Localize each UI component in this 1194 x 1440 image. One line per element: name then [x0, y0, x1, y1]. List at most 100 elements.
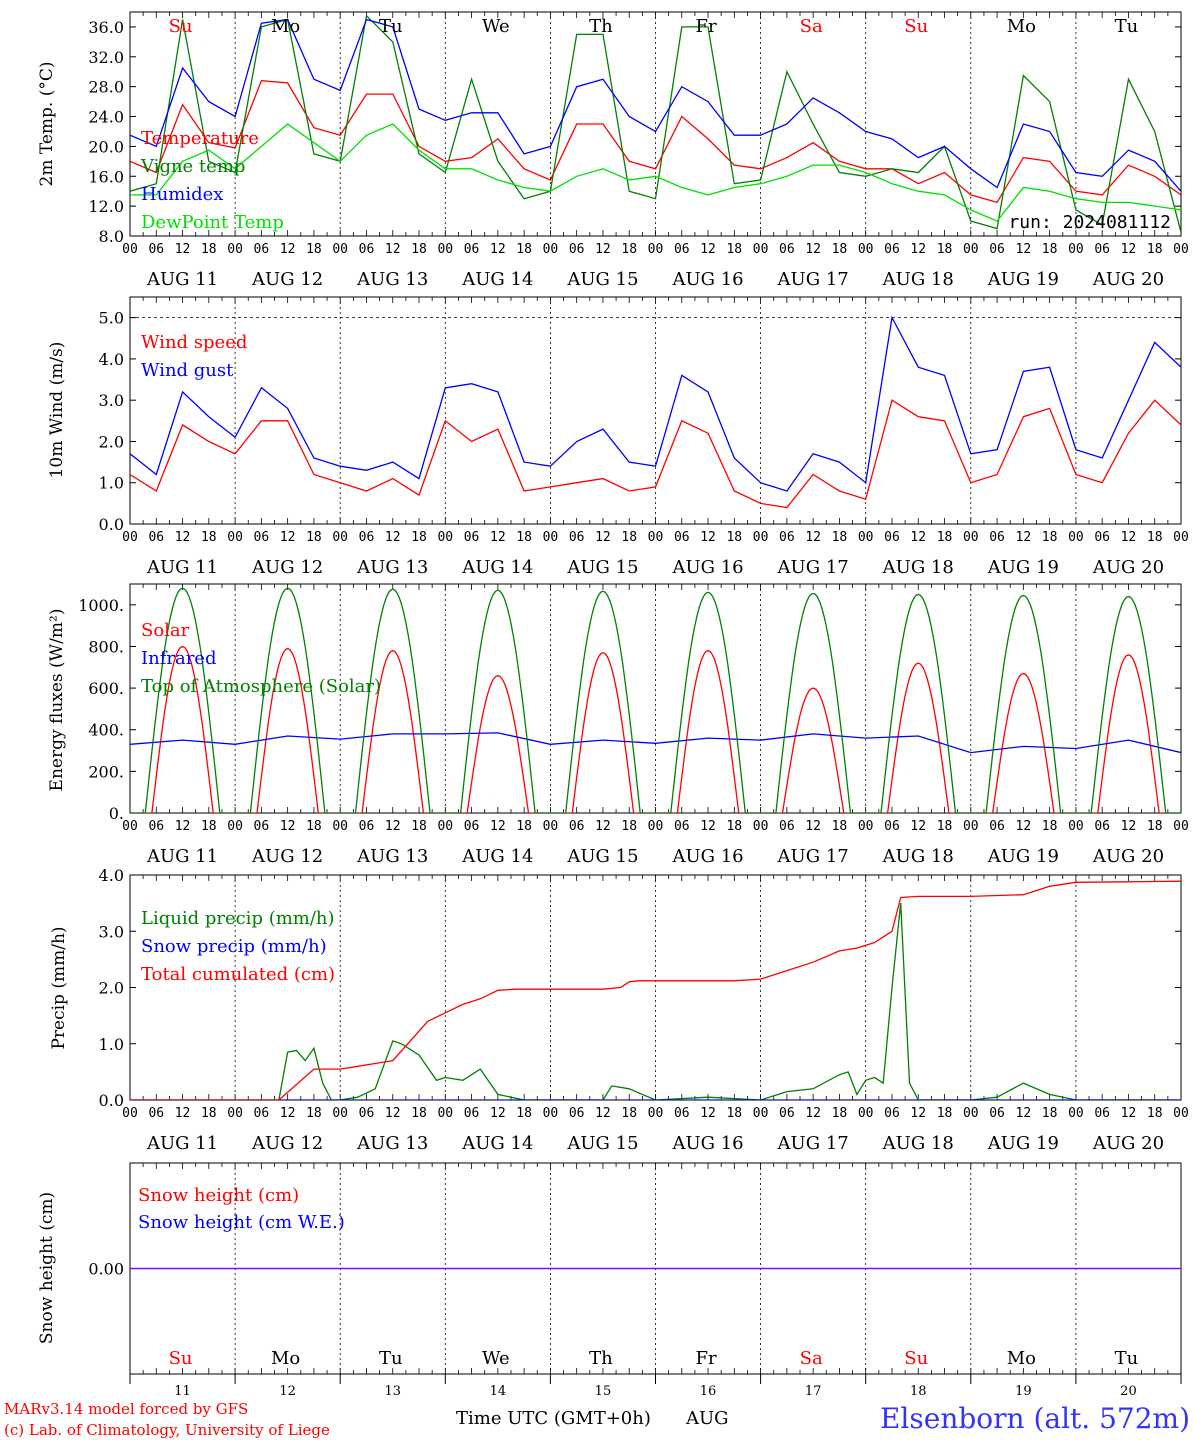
date-label: AUG 18	[882, 846, 954, 867]
hour-tick-label: 06	[359, 819, 375, 834]
date-label: AUG 20	[1092, 1133, 1164, 1154]
date-label: AUG 17	[777, 846, 849, 867]
hour-tick-label: 12	[595, 530, 611, 545]
date-label: AUG 15	[566, 269, 638, 290]
y-tick-label: 12.0	[88, 197, 124, 216]
y-tick-label: 200.	[88, 762, 124, 781]
hour-tick-label: 18	[937, 242, 953, 257]
hour-tick-label: 18	[1042, 530, 1058, 545]
hour-tick-label: 18	[411, 530, 427, 545]
hour-tick-label: 12	[1121, 819, 1137, 834]
hour-tick-label: 18	[621, 819, 637, 834]
hour-tick-label: 18	[411, 242, 427, 257]
hour-tick-label: 00	[437, 242, 453, 257]
legend-entry: Total cumulated (cm)	[141, 964, 335, 985]
y-tick-label: 1.0	[99, 1035, 124, 1054]
legend-entry: Solar	[141, 620, 190, 641]
series-line-liquid-precip-mm-h-	[130, 903, 1181, 1100]
date-label: AUG 13	[356, 269, 428, 290]
hour-tick-label: 00	[332, 242, 348, 257]
hour-tick-label: 06	[1094, 819, 1110, 834]
date-label: AUG 18	[882, 557, 954, 578]
panel-4: 0.0 1.0 2.0 3.0 4.0 Precip (mm/h) 00 06 12 18 AUG …	[49, 866, 1189, 1154]
legend-entry: Wind speed	[141, 332, 247, 353]
weekday-label: Fr	[696, 1348, 717, 1369]
weekday-label: Mo	[1007, 1348, 1036, 1369]
hour-tick-label: 06	[779, 530, 795, 545]
hour-tick-label: 18	[832, 530, 848, 545]
hour-tick-label: 00	[648, 1106, 664, 1121]
station-title: Elsenborn (alt. 572m)	[880, 1402, 1190, 1435]
hour-tick-label: 06	[569, 1106, 585, 1121]
legend-entry: Top of Atmosphere (Solar)	[141, 676, 381, 697]
weekday-label: Su	[169, 1348, 193, 1369]
date-label: AUG 17	[777, 557, 849, 578]
hour-tick-label: 00	[227, 819, 243, 834]
y-tick-label: 0.0	[99, 515, 124, 534]
hour-tick-label: 18	[832, 819, 848, 834]
weekday-label: Su	[904, 16, 928, 37]
hour-tick-label: 06	[779, 1106, 795, 1121]
hour-tick-label: 06	[779, 242, 795, 257]
hour-tick-label: 18	[726, 819, 742, 834]
y-tick-label: 4.0	[99, 350, 124, 369]
hour-tick-label: 18	[1042, 1106, 1058, 1121]
hour-tick-label: 06	[359, 242, 375, 257]
hour-tick-label: 18	[1042, 819, 1058, 834]
hour-tick-label: 00	[227, 242, 243, 257]
legend-entry: Snow height (cm W.E.)	[138, 1212, 345, 1233]
hour-tick-label: 00	[963, 819, 979, 834]
hour-tick-label: 12	[910, 242, 926, 257]
day-number-label: 18	[910, 1384, 927, 1399]
weekday-label: Fr	[696, 16, 717, 37]
y-tick-label: 0.	[109, 804, 124, 823]
weekday-label: Tu	[379, 1348, 403, 1369]
series-line-vigne-temp	[130, 14, 1181, 233]
date-label: AUG 11	[146, 269, 218, 290]
y-tick-label: 800.	[88, 637, 124, 656]
hour-tick-label: 06	[674, 819, 690, 834]
legend-entry: Wind gust	[141, 360, 234, 381]
legend-entry: Liquid precip (mm/h)	[141, 908, 335, 929]
hour-tick-label: 06	[884, 530, 900, 545]
date-label: AUG 13	[356, 1133, 428, 1154]
legend-entry: Vigne temp	[140, 156, 245, 177]
hour-tick-label: 06	[1094, 1106, 1110, 1121]
hour-tick-label: 06	[254, 1106, 270, 1121]
panel-3: 0. 200. 400. 600. 800. 1000. Energy fluxes (W/…	[47, 583, 1189, 867]
hour-tick-label: 18	[1147, 242, 1163, 257]
panel-1: 8.0 12.0 16.0 20.0 24.0 28.0 32.0 36.0 2m Temp. …	[37, 11, 1189, 290]
hour-tick-label: 12	[490, 819, 506, 834]
hour-tick-label: 00	[332, 1106, 348, 1121]
hour-tick-label: 12	[175, 1106, 191, 1121]
hour-tick-label: 18	[621, 1106, 637, 1121]
day-number-label: 12	[279, 1384, 296, 1399]
y-tick-label: 8.0	[99, 227, 124, 246]
hour-tick-label: 12	[385, 819, 401, 834]
y-tick-label: 3.0	[99, 391, 124, 410]
hour-tick-label: 12	[175, 242, 191, 257]
hour-tick-label: 06	[989, 819, 1005, 834]
y-tick-label: 28.0	[88, 78, 124, 97]
hour-tick-label: 06	[254, 242, 270, 257]
y-tick-label: 600.	[88, 679, 124, 698]
legend-entry: Snow precip (mm/h)	[141, 936, 327, 957]
date-label: AUG 14	[461, 846, 533, 867]
hour-tick-label: 18	[201, 242, 217, 257]
hour-tick-label: 12	[805, 530, 821, 545]
date-label: AUG 18	[882, 269, 954, 290]
weekday-label: Su	[904, 1348, 928, 1369]
hour-tick-label: 00	[543, 819, 559, 834]
hour-tick-label: 00	[858, 1106, 874, 1121]
hour-tick-label: 12	[490, 530, 506, 545]
hour-tick-label: 00	[963, 242, 979, 257]
hour-tick-label: 06	[1094, 530, 1110, 545]
hour-tick-label: 00	[1173, 530, 1189, 545]
hour-tick-label: 18	[726, 242, 742, 257]
date-label: AUG 14	[461, 1133, 533, 1154]
hour-tick-label: 18	[726, 1106, 742, 1121]
hour-tick-label: 06	[148, 1106, 164, 1121]
legend-entry: Snow height (cm)	[138, 1185, 299, 1206]
y-axis-label: Precip (mm/h)	[49, 926, 69, 1049]
hour-tick-label: 06	[674, 1106, 690, 1121]
